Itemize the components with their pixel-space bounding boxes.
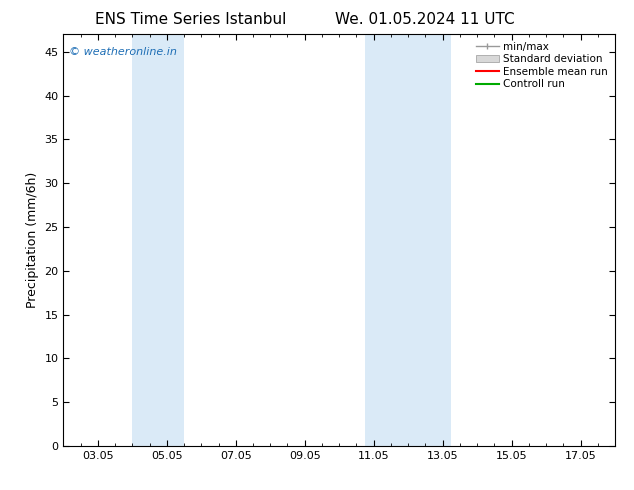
Text: © weatheronline.in: © weatheronline.in [69,47,177,57]
Legend: min/max, Standard deviation, Ensemble mean run, Controll run: min/max, Standard deviation, Ensemble me… [474,40,610,92]
Text: We. 01.05.2024 11 UTC: We. 01.05.2024 11 UTC [335,12,515,27]
Bar [133,34,184,446]
Text: ENS Time Series Istanbul: ENS Time Series Istanbul [94,12,286,27]
Bar [365,34,451,446]
Y-axis label: Precipitation (mm/6h): Precipitation (mm/6h) [26,172,39,308]
